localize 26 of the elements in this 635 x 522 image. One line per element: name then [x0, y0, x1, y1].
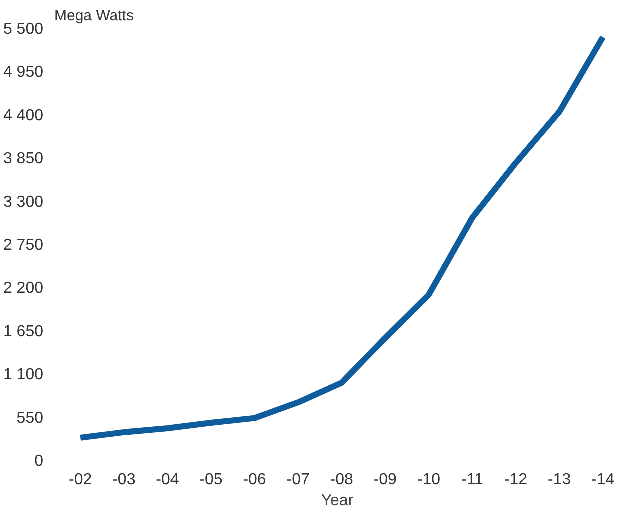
x-tick-label: -03 — [112, 472, 136, 488]
x-axis-title: Year — [321, 492, 354, 510]
y-tick-label: 0 — [34, 453, 44, 470]
y-axis-title: Mega Watts — [54, 8, 134, 24]
x-tick-label: -08 — [330, 472, 354, 488]
y-tick-label: 5 500 — [3, 21, 44, 38]
x-tick-label: -06 — [243, 472, 266, 488]
x-tick-label: -13 — [548, 472, 572, 488]
x-tick-label: -07 — [286, 472, 310, 488]
y-tick-label: 2 200 — [3, 280, 44, 298]
y-tick-label: 1 650 — [3, 323, 44, 340]
x-tick-label: -09 — [374, 472, 398, 488]
x-tick-label: -04 — [156, 472, 180, 488]
y-tick-label: 3 850 — [3, 150, 44, 168]
x-tick-label: -11 — [462, 472, 484, 488]
x-tick-label: -05 — [200, 472, 223, 488]
x-tick-label: -14 — [592, 472, 615, 488]
y-tick-label: 4 400 — [3, 107, 44, 124]
x-tick-label: -02 — [69, 472, 92, 488]
y-tick-label: 2 750 — [3, 237, 44, 254]
x-tick-label: -10 — [417, 472, 441, 488]
y-tick-label: 1 100 — [3, 366, 44, 384]
y-tick-label: 4 950 — [3, 64, 44, 82]
y-tick-label: 3 300 — [3, 194, 44, 211]
x-tick-label: -12 — [504, 472, 528, 488]
y-tick-label: 550 — [16, 410, 44, 427]
